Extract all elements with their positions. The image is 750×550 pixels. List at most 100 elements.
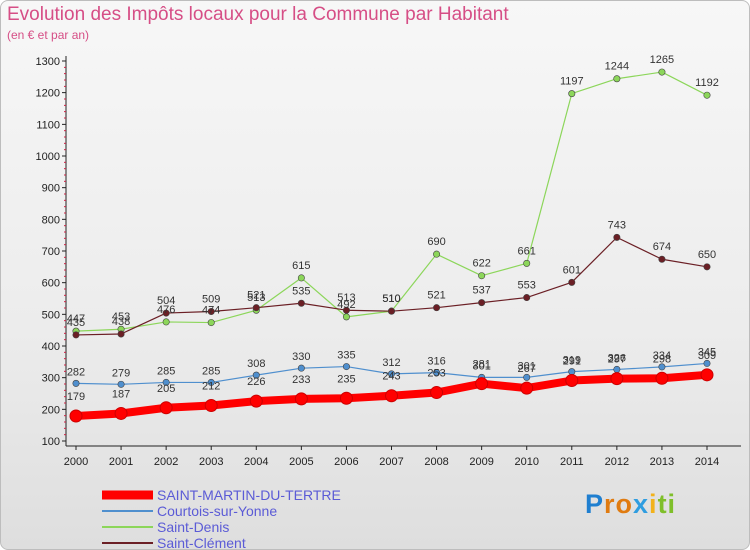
chart-subtitle: (en € et par an): [7, 28, 90, 42]
x-tick-label: 2010: [514, 456, 538, 468]
legend-label: Saint-Denis: [157, 519, 229, 535]
data-label: 435: [67, 317, 85, 329]
data-label: 334: [653, 350, 671, 362]
data-point: [342, 363, 350, 371]
data-point: [72, 331, 80, 339]
data-label: 301: [518, 360, 536, 372]
data-label: 309: [698, 350, 716, 362]
data-label: 285: [157, 365, 175, 377]
y-tick-label: 700: [42, 246, 60, 258]
data-point: [297, 299, 305, 307]
data-label: 438: [112, 316, 130, 328]
data-point: [568, 278, 576, 286]
y-tick-label: 1200: [36, 88, 60, 100]
data-label: 282: [67, 366, 85, 378]
x-tick-label: 2004: [244, 456, 268, 468]
data-label: 335: [337, 350, 355, 362]
data-point: [72, 379, 80, 387]
data-point: [342, 313, 350, 321]
data-point: [117, 380, 125, 388]
data-label: 279: [112, 367, 130, 379]
y-tick-label: 600: [42, 278, 60, 290]
data-point: [207, 378, 215, 386]
data-label: 743: [608, 219, 626, 231]
x-tick-label: 2012: [605, 456, 629, 468]
data-label: 345: [698, 346, 716, 358]
data-label: 513: [337, 292, 355, 304]
data-point: [658, 255, 666, 263]
legend-label: Courtois-sur-Yonne: [157, 503, 277, 519]
data-point: [565, 374, 579, 388]
data-point: [430, 386, 444, 400]
data-point: [297, 364, 305, 372]
data-point: [162, 378, 170, 386]
legend-label: Saint-Clément: [157, 535, 246, 550]
y-tick-label: 500: [42, 309, 60, 321]
data-label: 297: [608, 354, 626, 366]
y-tick-label: 100: [42, 436, 60, 448]
data-label: 281: [472, 359, 490, 371]
data-point: [297, 274, 305, 282]
data-label: 243: [382, 371, 400, 383]
data-label: 212: [202, 381, 220, 393]
data-labels: 179 187 205 212 226 233 235 243 253 281 267 291 297 2…: [67, 54, 719, 403]
data-label: 253: [427, 368, 445, 380]
data-point: [703, 263, 711, 271]
x-tick-label: 2003: [199, 456, 223, 468]
data-point: [703, 359, 711, 367]
data-point: [69, 409, 83, 423]
data-label: 537: [472, 285, 490, 297]
data-label: 504: [157, 295, 175, 307]
x-tick-label: 2002: [154, 456, 178, 468]
data-point: [478, 272, 486, 280]
data-label: 1192: [695, 77, 719, 89]
data-label: 1244: [605, 61, 629, 73]
data-point: [385, 389, 398, 403]
data-label: 535: [292, 285, 310, 297]
data-label: 1197: [560, 76, 584, 88]
data-point: [162, 318, 170, 326]
data-label: 510: [382, 293, 400, 305]
data-label: 326: [608, 352, 626, 364]
data-point: [387, 370, 395, 378]
data-label: 513: [247, 292, 265, 304]
data-label: 316: [427, 356, 445, 368]
data-point: [249, 394, 263, 408]
data-label: 622: [472, 258, 490, 270]
y-tick-label: 400: [42, 341, 60, 353]
data-label: 301: [472, 360, 490, 372]
legend: SAINT-MARTIN-DU-TERTRECourtois-sur-Yonne…: [102, 487, 341, 550]
data-point: [613, 365, 621, 373]
data-label: 510: [382, 293, 400, 305]
axes: 100 200 300 400 500 600 700 800 900 1000 1100 1200 1…: [36, 56, 741, 468]
data-label: 447: [67, 313, 85, 325]
data-point: [613, 233, 621, 241]
data-label: 521: [247, 290, 265, 302]
data-point: [387, 307, 395, 315]
data-point: [658, 363, 666, 371]
data-point: [294, 392, 308, 406]
data-point: [162, 309, 170, 317]
data-point: [204, 399, 218, 413]
x-tick-label: 2005: [289, 456, 313, 468]
data-point: [342, 306, 350, 314]
data-label: 179: [67, 391, 85, 403]
x-tick-label: 2007: [379, 456, 403, 468]
proxiti-logo: Proxiti: [585, 489, 677, 519]
data-point: [433, 369, 441, 377]
x-tick-label: 2008: [424, 456, 448, 468]
data-point: [568, 90, 576, 98]
data-label: 233: [292, 374, 310, 386]
data-point: [252, 371, 260, 379]
x-tick-label: 2014: [695, 456, 719, 468]
data-label: 553: [518, 280, 536, 292]
series-line: [75, 236, 708, 336]
data-label: 319: [563, 355, 581, 367]
data-label: 312: [382, 357, 400, 369]
data-label: 291: [563, 356, 581, 368]
chart-title: Evolution des Impôts locaux pour la Comm…: [7, 4, 509, 25]
data-point: [475, 377, 489, 391]
data-label: 330: [292, 351, 310, 363]
y-tick-label: 1100: [36, 119, 60, 131]
